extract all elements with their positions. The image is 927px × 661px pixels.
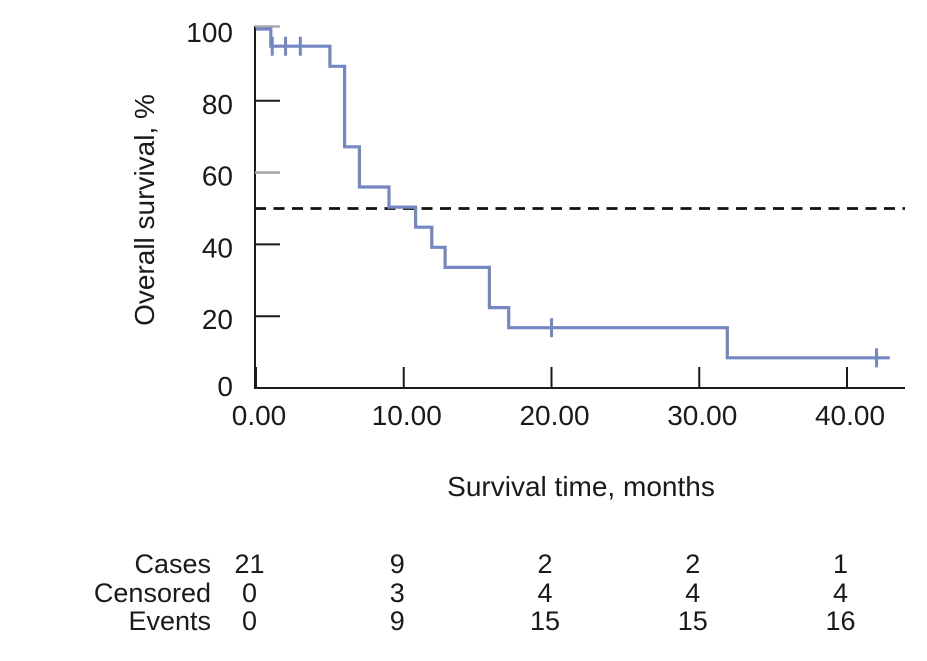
risk-cell: 4 [537, 577, 553, 608]
x-axis-title: Survival time, months [447, 471, 715, 502]
y-tick-label: 80 [202, 89, 233, 120]
risk-cell: 21 [234, 549, 265, 579]
y-tick-label: 100 [186, 17, 233, 48]
risk-row-label: Events [128, 606, 211, 636]
y-axis-title: Overall survival, % [129, 94, 160, 326]
x-tick-label: 30.00 [667, 400, 737, 431]
risk-row-label: Censored [93, 577, 211, 608]
y-tick-label: 20 [202, 304, 233, 335]
risk-cell: 1 [832, 549, 849, 579]
risk-cell: 15 [529, 606, 561, 636]
risk-cell: 4 [832, 577, 849, 608]
risk-cell: 2 [537, 549, 553, 579]
risk-cell: 0 [241, 577, 258, 608]
x-tick-label: 20.00 [519, 400, 589, 431]
risk-cell: 9 [389, 606, 405, 636]
y-tick-label: 0 [217, 371, 233, 402]
risk-row-label: Cases [134, 549, 211, 579]
risk-cell: 3 [389, 577, 405, 608]
x-tick-label: 40.00 [815, 400, 885, 431]
risk-cell: 0 [241, 606, 258, 636]
risk-cell: 9 [389, 549, 405, 579]
x-tick-label: 0.00 [232, 400, 287, 431]
y-tick-label: 60 [202, 161, 233, 192]
risk-cell: 16 [825, 606, 856, 636]
risk-cell: 2 [685, 549, 701, 579]
x-tick-label: 10.00 [372, 400, 442, 431]
survival-curve [256, 27, 890, 360]
risk-cell: 4 [685, 577, 701, 608]
risk-cell: 15 [677, 606, 708, 636]
y-tick-label: 40 [202, 232, 233, 263]
